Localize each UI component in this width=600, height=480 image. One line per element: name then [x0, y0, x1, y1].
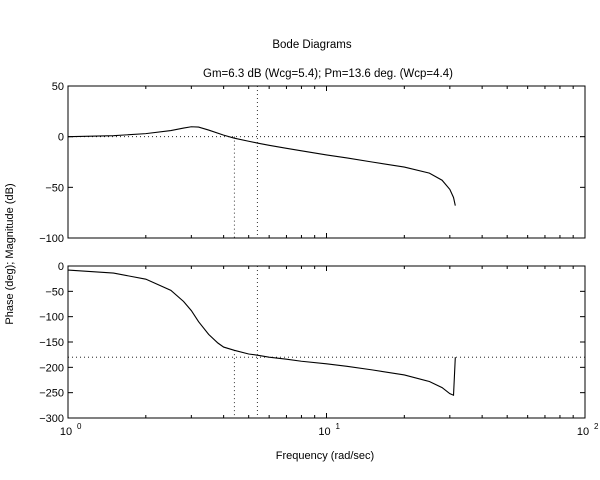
x-tick-exponent: 0: [77, 422, 82, 431]
phase-y-tick-label: −300: [39, 413, 64, 425]
magnitude-y-tick-label: −100: [39, 233, 64, 245]
x-tick-label: 10: [60, 426, 72, 438]
phase-frame: [67, 265, 586, 419]
phase-y-tick-label: −200: [39, 362, 64, 374]
x-tick-label: 10: [318, 426, 330, 438]
phase-panel: 0 −50 −100 −150 −200 −250 −300: [39, 261, 586, 425]
x-tick-exponent: 2: [594, 422, 599, 431]
chart-title: Bode Diagrams: [272, 39, 352, 51]
phase-curve: [67, 269, 456, 397]
phase-y-tick-label: −150: [39, 337, 64, 349]
magnitude-panel: 50 0 −50 −100: [39, 81, 586, 245]
magnitude-curve: [67, 126, 456, 206]
phase-y-tick-label: 0: [58, 261, 64, 273]
phase-y-tick-label: −250: [39, 388, 64, 400]
magnitude-y-tick-label: 50: [52, 81, 64, 93]
x-tick-label: 10: [577, 426, 589, 438]
chart-subtitle: Gm=6.3 dB (Wcg=5.4); Pm=13.6 deg. (Wcp=4…: [203, 68, 453, 80]
phase-y-tick-label: −100: [39, 312, 64, 324]
phase-y-tick-label: −50: [45, 286, 64, 298]
x-tick-exponent: 1: [336, 422, 341, 431]
magnitude-y-tick-label: −50: [45, 182, 64, 194]
magnitude-frame: [67, 85, 586, 239]
magnitude-y-tick-label: 0: [58, 132, 64, 144]
x-axis-label: Frequency (rad/sec): [276, 450, 374, 462]
y-axis-label: Phase (deg); Magnitude (dB): [4, 183, 16, 324]
